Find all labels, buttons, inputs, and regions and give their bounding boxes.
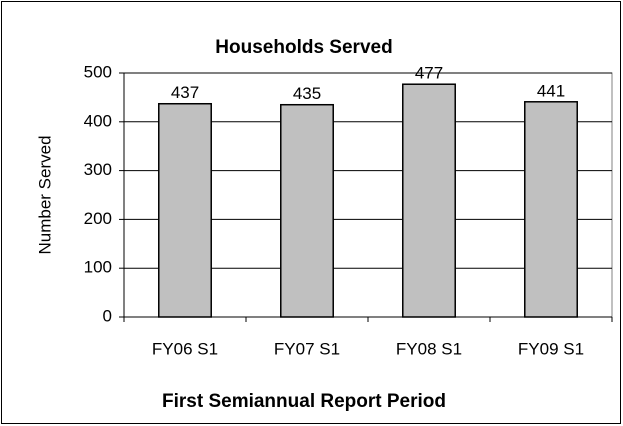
bar — [524, 101, 578, 318]
bar — [280, 103, 334, 318]
data-label: 477 — [415, 64, 443, 83]
chart-title: Households Served — [215, 37, 392, 58]
data-label: 435 — [293, 84, 321, 103]
y-tick-label: 300 — [84, 160, 112, 179]
x-tick-label: FY06 S1 — [152, 339, 218, 358]
data-label: 437 — [171, 83, 199, 102]
y-tick-label: 200 — [84, 209, 112, 228]
y-tick-label: 100 — [84, 258, 112, 277]
y-tick-label: 400 — [84, 111, 112, 130]
x-tick-label: FY08 S1 — [396, 339, 462, 358]
x-tick-label: FY09 S1 — [518, 339, 584, 358]
bar — [158, 102, 212, 318]
data-label: 441 — [537, 81, 565, 100]
y-tick-label: 500 — [84, 62, 112, 81]
y-tick-label: 0 — [103, 306, 112, 325]
x-axis-title: First Semiannual Report Period — [162, 391, 446, 412]
x-tick-label: FY07 S1 — [274, 339, 340, 358]
y-axis-title: Number Served — [35, 135, 54, 254]
bar — [402, 83, 456, 318]
